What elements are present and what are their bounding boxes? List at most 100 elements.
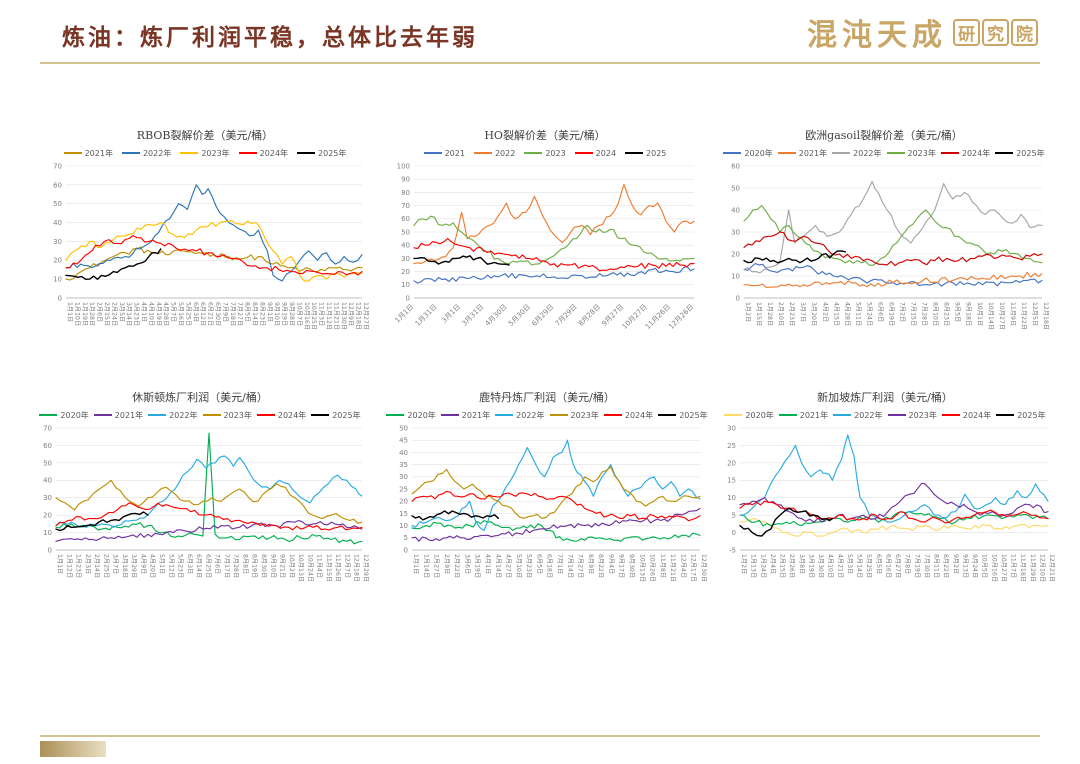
chart-title: RBOB裂解价差（美元/桶） bbox=[136, 129, 274, 142]
svg-text:10月14日: 10月14日 bbox=[987, 302, 994, 330]
svg-text:5: 5 bbox=[732, 512, 736, 520]
legend-line-swatch bbox=[238, 151, 257, 155]
legend-label: 2022年 bbox=[142, 148, 172, 158]
svg-text:50: 50 bbox=[731, 184, 740, 192]
x-axis-labels: 1月1日 1月14日 1月27日 2月9日 2月22日 3月6日 3月19日 4月1日 4月14… bbox=[412, 554, 707, 582]
series-line-2021年 bbox=[411, 507, 701, 542]
legend-item: 2022年 bbox=[832, 148, 882, 159]
svg-text:12月27日: 12月27日 bbox=[362, 302, 369, 330]
logo-seal-char: 究 bbox=[982, 18, 1009, 46]
svg-text:0: 0 bbox=[732, 529, 736, 537]
svg-text:12月29日: 12月29日 bbox=[362, 554, 369, 582]
chart-title: 欧洲gasoil裂解价差（美元/桶） bbox=[805, 129, 963, 142]
svg-text:40: 40 bbox=[731, 206, 740, 214]
svg-text:3月6日: 3月6日 bbox=[463, 554, 470, 574]
svg-text:2月3日: 2月3日 bbox=[84, 554, 91, 574]
svg-text:2月22日: 2月22日 bbox=[453, 554, 460, 578]
svg-text:6月12日: 6月12日 bbox=[199, 302, 206, 326]
svg-text:40: 40 bbox=[43, 477, 52, 485]
svg-text:1月28日: 1月28日 bbox=[88, 302, 95, 326]
series-line-2023年 bbox=[65, 220, 363, 282]
legend-label: 2025年 bbox=[1017, 410, 1046, 420]
series-line-2022年 bbox=[65, 184, 363, 282]
legend-item: 2023年 bbox=[887, 410, 937, 421]
legend-item: 2021年 bbox=[777, 148, 827, 159]
legend-line-swatch bbox=[940, 151, 959, 155]
svg-text:2月26日: 2月26日 bbox=[788, 554, 795, 578]
svg-text:1月24日: 1月24日 bbox=[759, 554, 766, 578]
svg-text:12月30日: 12月30日 bbox=[700, 554, 707, 582]
legend-label: 2020年 bbox=[407, 410, 436, 420]
legend-line-swatch bbox=[603, 413, 622, 417]
svg-text:100: 100 bbox=[397, 162, 410, 170]
series-line-2021 bbox=[413, 266, 695, 284]
svg-text:3月1日: 3月1日 bbox=[440, 303, 462, 325]
svg-text:30: 30 bbox=[53, 238, 62, 246]
chart-legend: 2021 2022 2023 2024 2025 bbox=[388, 145, 702, 161]
svg-text:1月14日: 1月14日 bbox=[422, 554, 429, 578]
series-line-2022年 bbox=[739, 434, 1049, 523]
svg-text:8月9日: 8月9日 bbox=[587, 554, 594, 574]
legend-line-swatch bbox=[473, 151, 492, 155]
chart-legend: 2021年 2022年 2023年 2024年 2025年 bbox=[40, 145, 370, 161]
svg-text:8月11日: 8月11日 bbox=[933, 554, 940, 578]
svg-text:5月25日: 5月25日 bbox=[865, 554, 872, 578]
svg-text:60: 60 bbox=[731, 162, 740, 170]
svg-text:3月23日: 3月23日 bbox=[133, 302, 140, 326]
svg-text:5月12日: 5月12日 bbox=[167, 554, 174, 578]
legend-line-swatch bbox=[574, 151, 593, 155]
svg-text:1月10日: 1月10日 bbox=[73, 302, 80, 326]
legend-item: 2024年 bbox=[940, 148, 990, 159]
svg-text:9月18日: 9月18日 bbox=[965, 302, 972, 326]
svg-text:8月22日: 8月22日 bbox=[597, 554, 604, 578]
legend-line-swatch bbox=[941, 413, 960, 417]
legend-line-swatch bbox=[93, 413, 112, 417]
svg-text:9月10日: 9月10日 bbox=[273, 302, 280, 326]
chart-rotterdam-refinery-profit: 鹿特丹炼厂利润（美元/桶） 2020年 2021年 2022年 2023年 2024年 20… bbox=[386, 390, 708, 612]
legend-item: 2025 bbox=[625, 149, 666, 158]
series-line-2025 bbox=[413, 255, 510, 266]
legend-line-swatch bbox=[148, 413, 167, 417]
svg-text:90: 90 bbox=[401, 176, 410, 184]
svg-text:7月8日: 7月8日 bbox=[904, 554, 911, 574]
legend-item: 2022 bbox=[473, 149, 515, 158]
legend-label: 2025年 bbox=[332, 410, 361, 420]
svg-text:7月1日: 7月1日 bbox=[556, 554, 563, 574]
chart-title: 新加坡炼厂利润（美元/桶） bbox=[817, 391, 953, 404]
svg-text:9月1日: 9月1日 bbox=[266, 302, 273, 322]
y-axis-labels: 0 5 10 15 20 25 30 35 40 45 50 bbox=[399, 424, 408, 554]
legend-line-swatch bbox=[311, 413, 330, 417]
x-axis-labels: 1月1日 1月12日 1月23日 2月3日 2月14日 2月25日 3月7日 3月18日 3月2… bbox=[56, 554, 369, 582]
svg-text:5月14日: 5月14日 bbox=[856, 554, 863, 578]
legend-label: 2024 bbox=[595, 148, 617, 158]
legend-label: 2021年 bbox=[114, 410, 144, 420]
series-line-2024年 bbox=[65, 235, 363, 276]
x-axis-labels: 1月2日 1月15日 1月28日 2月10日 2月23日 3月7日 3月20日 4月2日 4月1… bbox=[744, 302, 1049, 330]
legend-label: 2024年 bbox=[962, 410, 992, 420]
svg-text:2月25日: 2月25日 bbox=[102, 554, 109, 578]
svg-text:2月4日: 2月4日 bbox=[769, 554, 776, 574]
svg-text:50: 50 bbox=[401, 228, 410, 236]
svg-text:11月12日: 11月12日 bbox=[325, 302, 332, 330]
svg-text:6月6日: 6月6日 bbox=[876, 302, 883, 322]
legend-item: 2020年 bbox=[724, 410, 774, 421]
legend-item: 2021年 bbox=[778, 410, 828, 421]
svg-text:5月30日: 5月30日 bbox=[507, 303, 532, 328]
svg-text:4月30日: 4月30日 bbox=[484, 303, 509, 328]
x-axis-labels: 1月1日 1月10日 1月19日 1月28日 2月6日 2月15日 2月24日 3月5日 3月1… bbox=[66, 302, 369, 330]
legend-line-swatch bbox=[180, 151, 199, 155]
legend-item: 2021年 bbox=[93, 410, 144, 421]
svg-text:5月3日: 5月3日 bbox=[846, 554, 853, 574]
gridlines bbox=[414, 165, 694, 299]
svg-text:70: 70 bbox=[401, 202, 410, 210]
svg-text:12月10日: 12月10日 bbox=[1038, 554, 1045, 582]
svg-text:7月18日: 7月18日 bbox=[229, 302, 236, 326]
chart-europe-gasoil-crack-spread: 欧洲gasoil裂解价差（美元/桶） 2020年 2021年 2022年 2023年 20… bbox=[718, 128, 1050, 348]
svg-text:2月14日: 2月14日 bbox=[93, 554, 100, 578]
svg-text:50: 50 bbox=[43, 459, 52, 467]
svg-text:8月23日: 8月23日 bbox=[258, 302, 265, 326]
svg-text:8月23日: 8月23日 bbox=[943, 302, 950, 326]
svg-text:8月5日: 8月5日 bbox=[244, 302, 251, 322]
svg-text:6月14日: 6月14日 bbox=[195, 554, 202, 578]
legend-label: 2022年 bbox=[169, 410, 198, 420]
